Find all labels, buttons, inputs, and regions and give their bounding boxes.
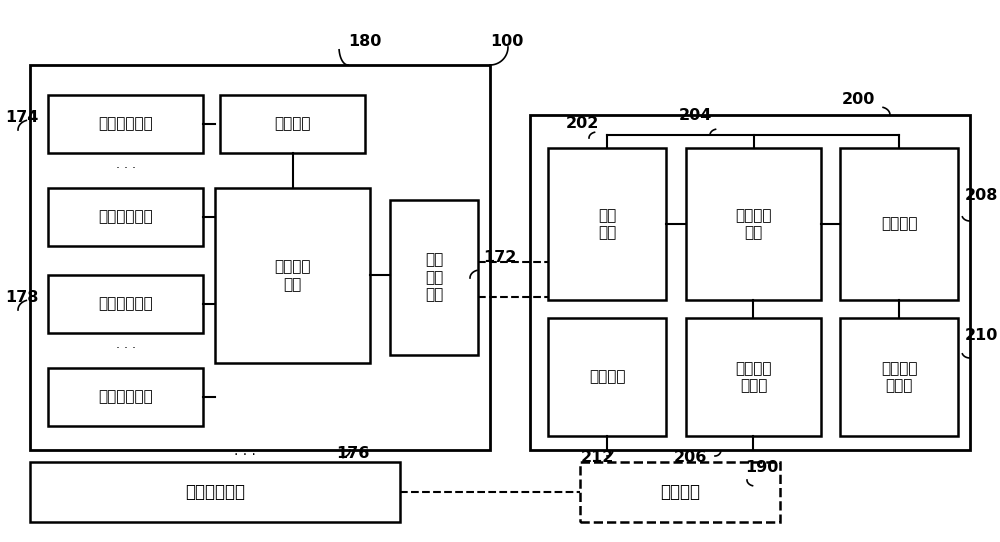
Text: · · ·: · · · bbox=[116, 341, 136, 354]
Text: 终端设备: 终端设备 bbox=[660, 483, 700, 501]
Text: 174: 174 bbox=[5, 111, 38, 126]
Text: 环境调节设备: 环境调节设备 bbox=[98, 390, 153, 404]
Bar bbox=[548, 318, 666, 436]
Bar bbox=[530, 115, 970, 450]
Bar bbox=[30, 65, 490, 450]
Bar bbox=[686, 148, 821, 300]
Text: 100: 100 bbox=[490, 35, 524, 49]
Text: 评估规则
数据库: 评估规则 数据库 bbox=[881, 361, 917, 393]
Text: 本地
通信
模块: 本地 通信 模块 bbox=[425, 253, 443, 302]
Bar bbox=[840, 148, 958, 300]
Text: · · ·: · · · bbox=[116, 162, 136, 175]
Text: 药物调配系统: 药物调配系统 bbox=[185, 483, 245, 501]
Bar bbox=[548, 148, 666, 300]
Text: 204: 204 bbox=[678, 107, 712, 122]
Bar bbox=[390, 200, 478, 355]
Text: 180: 180 bbox=[348, 35, 382, 49]
Text: 178: 178 bbox=[5, 291, 38, 306]
Bar bbox=[220, 95, 365, 153]
Text: 定位设备: 定位设备 bbox=[274, 117, 311, 132]
Text: 206: 206 bbox=[673, 450, 707, 466]
Text: 200: 200 bbox=[841, 93, 875, 107]
Text: 环境调节设备: 环境调节设备 bbox=[98, 296, 153, 312]
Text: 176: 176 bbox=[336, 446, 370, 461]
Text: 存储模块: 存储模块 bbox=[589, 370, 625, 384]
Text: 212: 212 bbox=[580, 450, 614, 466]
Bar bbox=[48, 368, 203, 426]
Bar bbox=[580, 462, 780, 522]
Text: 评估模块: 评估模块 bbox=[881, 216, 917, 231]
Bar bbox=[686, 318, 821, 436]
Text: 数据处理
模块: 数据处理 模块 bbox=[735, 208, 772, 240]
Bar bbox=[48, 188, 203, 246]
Text: 190: 190 bbox=[745, 461, 779, 475]
Text: 环境监测设备: 环境监测设备 bbox=[98, 117, 153, 132]
Text: 210: 210 bbox=[965, 327, 998, 343]
Text: · · ·: · · · bbox=[234, 448, 256, 462]
Text: 通信
模块: 通信 模块 bbox=[598, 208, 616, 240]
Bar bbox=[48, 95, 203, 153]
Bar bbox=[30, 462, 400, 522]
Bar bbox=[840, 318, 958, 436]
Bar bbox=[48, 275, 203, 333]
Text: 比较规则
数据库: 比较规则 数据库 bbox=[735, 361, 772, 393]
Text: 172: 172 bbox=[483, 250, 516, 266]
Text: 208: 208 bbox=[965, 188, 998, 203]
Text: 202: 202 bbox=[565, 115, 599, 131]
Text: 本地控制
模块: 本地控制 模块 bbox=[274, 259, 311, 292]
Bar bbox=[215, 188, 370, 363]
Text: 环境监测设备: 环境监测设备 bbox=[98, 210, 153, 224]
